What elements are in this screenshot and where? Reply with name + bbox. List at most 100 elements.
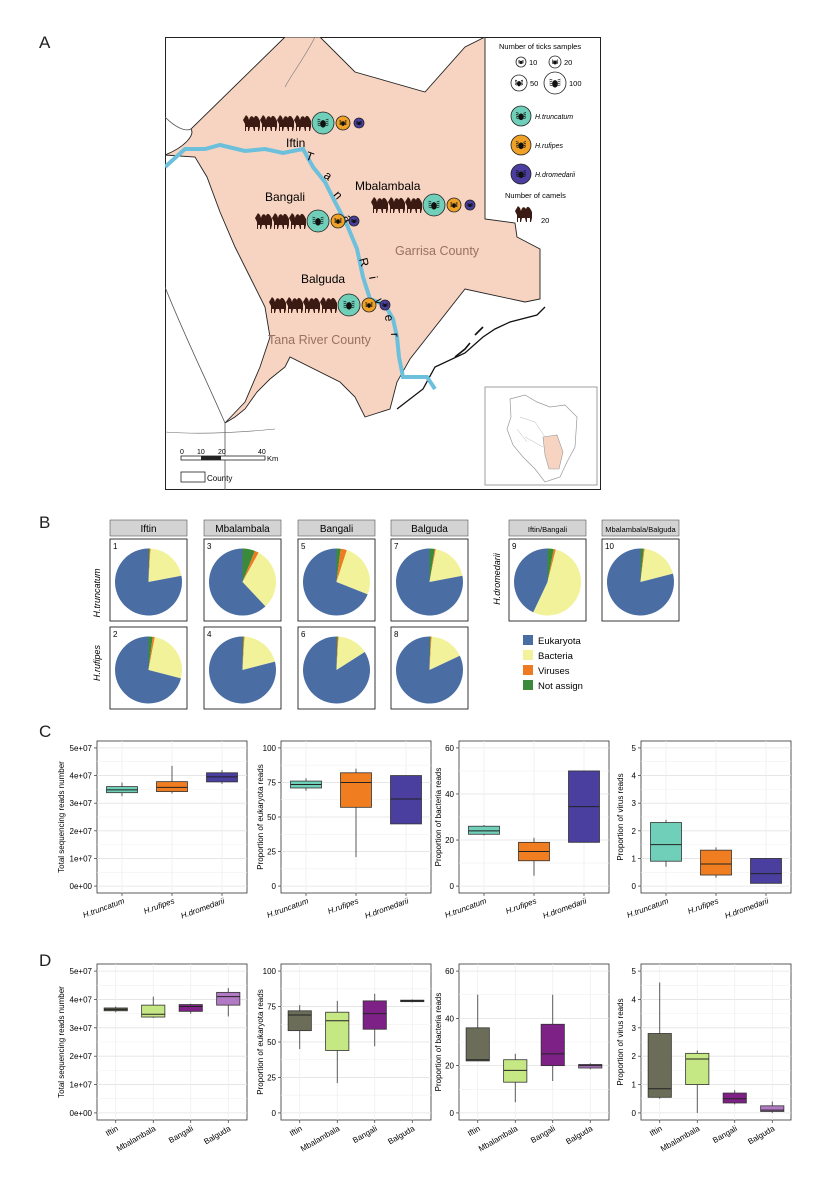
tick-icon (317, 118, 329, 128)
x-tick-label: H.dromedarii (180, 896, 226, 920)
x-tick-label: Balguda (386, 1124, 416, 1147)
pie-slice-eukaryota (302, 636, 370, 704)
box-body (465, 1027, 490, 1062)
tick-sample-marker (464, 199, 476, 211)
box-h-truncatum (290, 778, 322, 791)
y-tick-label: 5e+07 (70, 744, 93, 753)
tick-icon (549, 78, 561, 88)
pie-id: 3 (207, 542, 212, 551)
box-body (287, 1010, 312, 1032)
tick-sample-marker (510, 105, 532, 127)
y-tick-label: 0e+00 (70, 1109, 93, 1118)
y-tick-label: 4e+07 (70, 995, 93, 1004)
legend-species-label: H.dromedarii (535, 172, 576, 179)
y-axis-label: Proportion of eukaryota reads (256, 989, 265, 1094)
pie-id: 10 (605, 542, 614, 551)
x-tick-label: Mbalambala (477, 1124, 520, 1154)
pie-9: 9 (508, 538, 587, 622)
pie-slice-viruses (148, 548, 151, 582)
tick-icon (382, 302, 388, 308)
pie-legend-label: Not assign (538, 681, 583, 692)
pie-slice-not-assign (242, 636, 244, 670)
y-tick-label: 75 (267, 778, 276, 787)
read-classification-pies: Iftin Mbalambala Bangali Balguda Iftin/Banga… (92, 519, 680, 710)
pie-slice-not-assign (547, 548, 554, 582)
pie-slice-eukaryota (209, 548, 266, 616)
site-mbalambala: Mbalambala (355, 179, 476, 217)
box-bangali (178, 1003, 203, 1014)
legend-size-10: 10 (515, 56, 537, 68)
pie-slice-viruses (547, 549, 556, 582)
legend-species: H.dromedarii (510, 163, 576, 185)
legend-species: H.truncatum (510, 105, 573, 127)
box-body (722, 1092, 747, 1104)
y-tick-label: 0 (450, 882, 455, 891)
y-tick-label: 2 (632, 1052, 637, 1061)
x-tick-label: H.truncatum (444, 896, 488, 919)
x-tick-label: H.truncatum (626, 896, 670, 919)
pie-4: 4 (203, 626, 282, 710)
site-balguda: Balguda (269, 272, 391, 317)
y-axis-label: Proportion of eukaryota reads (256, 764, 265, 869)
legend-camels-title: Number of camels (505, 191, 566, 200)
y-tick-label: 0 (272, 1109, 277, 1118)
pie-slice-bacteria (336, 550, 371, 595)
boxplots-panel-d: 0e+001e+072e+073e+074e+075e+07IftinMbala… (57, 963, 792, 1154)
box-iftin (465, 994, 490, 1062)
boxplot-4: 0 1 2 3 4 5 H.truncatum H.rufipes H.dromedarii Pr… (616, 740, 792, 921)
y-tick-label: 2e+07 (70, 1052, 93, 1061)
legend-size-label: 100 (569, 79, 582, 88)
camel-icon (269, 297, 286, 313)
tick-sample-marker (348, 215, 360, 227)
camel-icon (320, 297, 337, 313)
svg-text:10: 10 (197, 449, 205, 456)
camel-icon (277, 115, 294, 131)
x-tick-label: H.rufipes (327, 896, 360, 915)
pie-slice-viruses (242, 550, 259, 582)
facet-header-label: Iftin (140, 524, 156, 535)
box-balguda (578, 1063, 603, 1070)
y-tick-label: 0 (632, 882, 637, 891)
tick-icon (351, 218, 357, 224)
pie-slice-eukaryota (303, 548, 368, 616)
tick-icon (312, 216, 324, 226)
tick-icon (515, 112, 527, 121)
river-letter: r (388, 333, 402, 337)
row-label: H.dromedarii (492, 552, 502, 605)
pie-legend-swatch (523, 665, 533, 675)
box-h-dromedarii (750, 858, 782, 884)
pie-slice-eukaryota (396, 636, 463, 704)
facet-header-label: Balguda (411, 524, 448, 535)
pie-slice-viruses (336, 548, 347, 582)
pie-legend-label: Bacteria (538, 651, 574, 662)
legend-ticks-title: Number of ticks samples (499, 42, 581, 51)
river-letter: e (382, 314, 397, 322)
y-tick-label: 0e+00 (70, 882, 93, 891)
box-h-truncatum (650, 819, 682, 867)
legend-species-label: H.rufipes (535, 143, 564, 150)
pie-legend-item: Bacteria (523, 650, 574, 662)
y-tick-label: 4 (632, 772, 637, 781)
pie-legend-item: Viruses (523, 665, 570, 677)
pie-8: 8 (390, 626, 469, 710)
facet-header (508, 519, 587, 537)
legend-size-label: 10 (529, 58, 537, 67)
svg-text:County: County (207, 474, 232, 483)
x-tick-label: Iftin (648, 1124, 664, 1138)
y-axis-label: Proportion of virus reads (616, 773, 625, 860)
x-tick-label: Balguda (202, 1124, 232, 1147)
panel-label-c: C (39, 722, 52, 741)
camel-icon (388, 197, 405, 213)
pie-legend-label: Viruses (538, 666, 570, 677)
tick-icon (551, 59, 559, 65)
pie-slice-bacteria (533, 549, 581, 616)
box-h-rufipes (156, 765, 188, 794)
legend-species-label: H.truncatum (535, 114, 573, 121)
y-tick-label: 4e+07 (70, 772, 93, 781)
y-tick-label: 75 (267, 1003, 276, 1012)
camel-icon (289, 213, 306, 229)
y-tick-label: 3e+07 (70, 1024, 93, 1033)
map-legend: Number of ticks samples 10 20 50 100 H.trunc… (499, 42, 582, 225)
pie-legend-label: Eukaryota (538, 636, 581, 647)
legend-size-20: 20 (548, 55, 572, 69)
